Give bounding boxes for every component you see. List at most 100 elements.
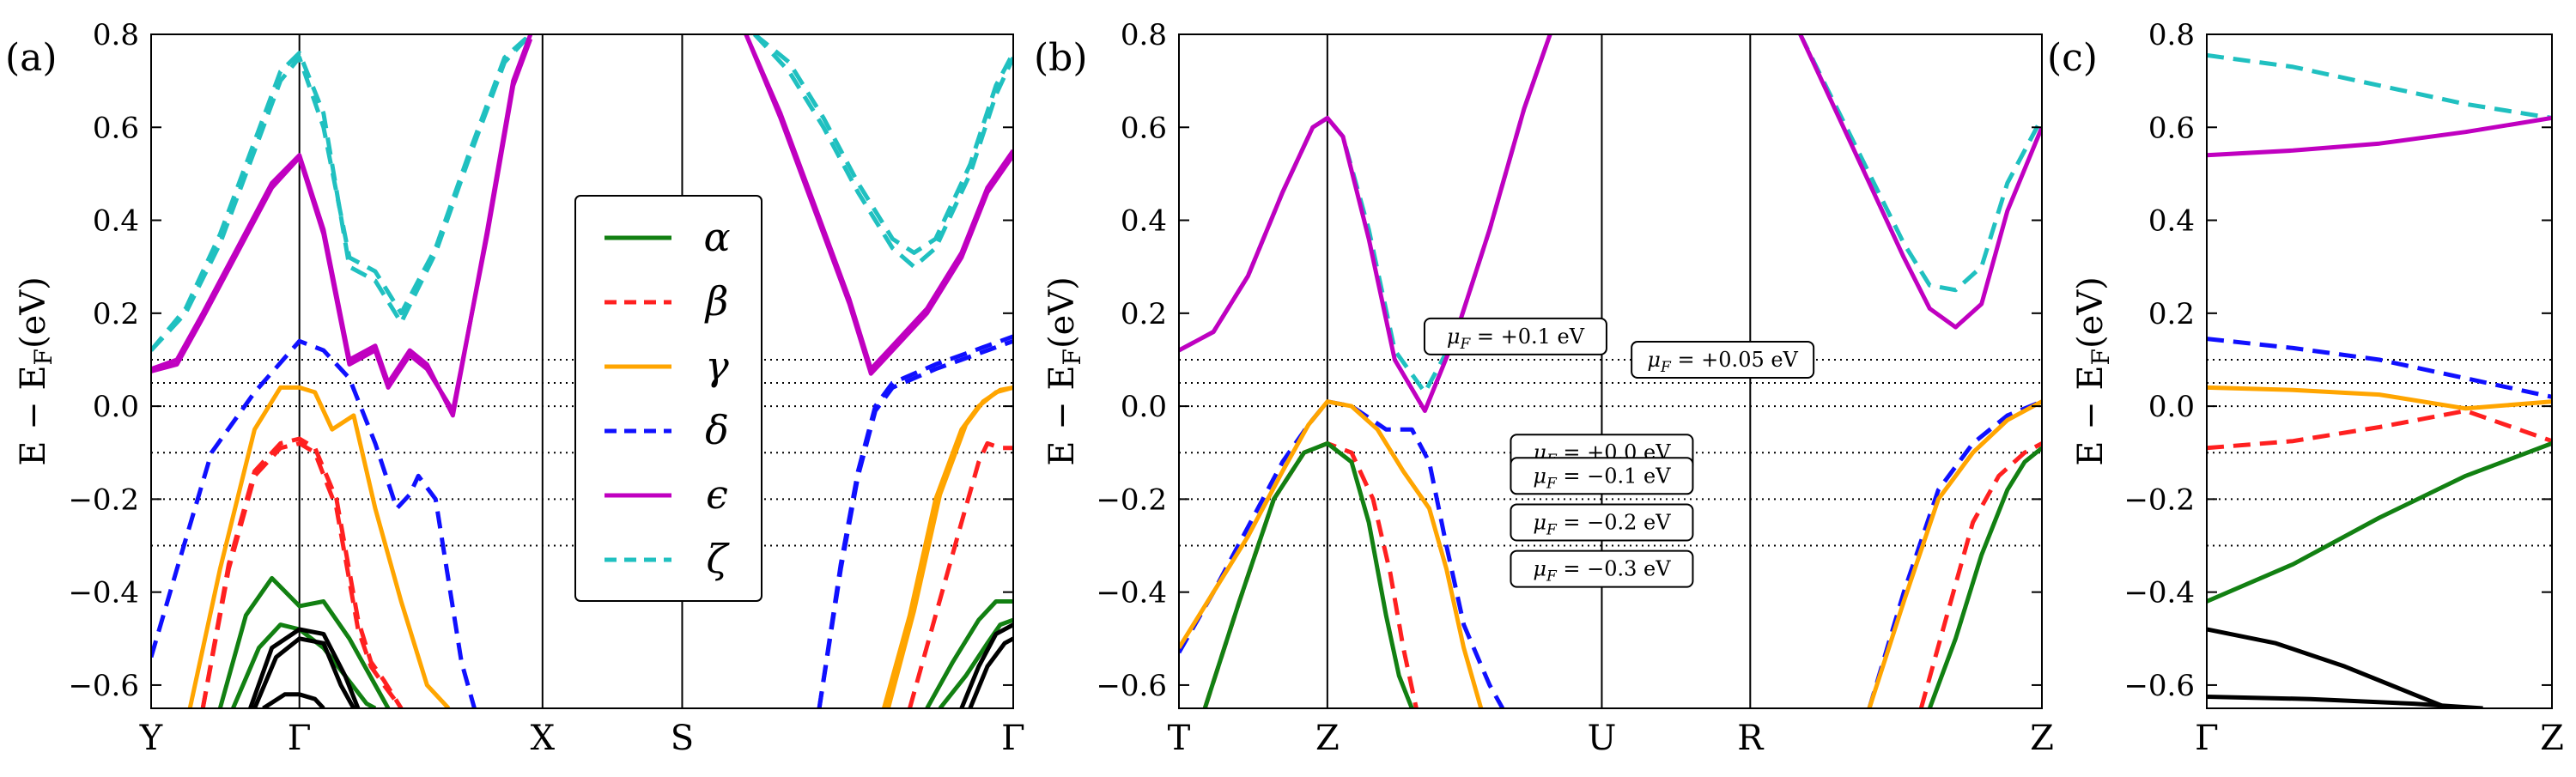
band-zeta [752, 34, 1013, 270]
y-tick-label: 0.0 [1121, 390, 1167, 424]
band-beta [1202, 440, 1419, 708]
mu-annotation-box [1510, 549, 1694, 588]
legend-label-alpha: α [703, 214, 730, 260]
legend-label-epsilon: ϵ [706, 471, 728, 518]
series-group [151, 34, 1013, 708]
band-other [252, 636, 356, 708]
y-tick-label: −0.2 [68, 483, 139, 517]
y-axis-label: E − EF(eV) [14, 276, 58, 466]
band-epsilon [744, 34, 1013, 372]
kpoint-label: Y [139, 719, 163, 758]
axes-frame [1178, 33, 2043, 709]
y-tick-label: 0.0 [2148, 390, 2195, 424]
y-axis-label: E − EF(eV) [1042, 276, 1086, 466]
band-beta [2207, 409, 2552, 451]
band-epsilon [2207, 115, 2552, 158]
mu-annotation-text: μF = −0.1 eV [1533, 464, 1671, 492]
mu-annotation: μF = −0.1 eV [1510, 457, 1694, 495]
y-tick-label: 0.6 [1121, 111, 1167, 145]
panel-a: −0.6 −0.4 −0.2 0.0 0.2 0.4 0.6 0.8 Y Γ X S Γ E − EF(e… [5, 18, 1025, 758]
band-alpha [231, 622, 377, 708]
y-tick-label: −0.6 [68, 669, 139, 703]
y-tick-label: −0.4 [2123, 576, 2195, 610]
band-alpha [925, 599, 1013, 708]
y-tick-label: 0.2 [2148, 297, 2195, 331]
kpoint-label: Γ [1001, 719, 1025, 758]
band-alpha [2207, 441, 2552, 604]
band-gamma [885, 385, 1013, 708]
series-group [2207, 52, 2552, 708]
y-tick-label: −0.2 [2123, 483, 2195, 517]
panel-b: −0.6 −0.4 −0.2 0.0 0.2 0.4 0.6 0.8 T Z U R Z E − EF(e… [1034, 18, 2054, 758]
mu-annotation: μF = −0.3 eV [1510, 549, 1694, 588]
kpoint-label: Γ [2195, 719, 2219, 758]
band-delta [2207, 337, 2552, 399]
band-gamma [1867, 399, 2042, 708]
band-other [262, 692, 325, 708]
band-zeta [1798, 34, 2042, 293]
panel-label: (b) [1034, 36, 1088, 80]
band-epsilon [151, 38, 533, 413]
mu-annotation-box [1631, 340, 1815, 379]
mu-annotation-box [1510, 503, 1694, 542]
band-other [2207, 627, 2450, 708]
y-tick-label: −0.6 [2123, 669, 2195, 703]
band-delta [817, 334, 1013, 708]
band-delta [1179, 399, 1505, 708]
kpoint-label: S [671, 719, 694, 758]
band-gamma [2207, 385, 2552, 411]
mu-annotation: μF = +0.1 eV [1423, 317, 1607, 355]
band-epsilon [1179, 34, 1552, 413]
band-gamma [187, 385, 451, 708]
mu-annotation-text: μF = +0.05 eV [1647, 348, 1798, 376]
band-other [248, 627, 361, 708]
y-tick-label: 0.8 [2148, 18, 2195, 52]
legend-box [574, 195, 762, 602]
band-other [959, 622, 1013, 708]
kpoint-label: Z [2030, 719, 2054, 758]
kpoint-label: U [1588, 719, 1617, 758]
band-other [968, 636, 1013, 708]
band-alpha [1927, 446, 2042, 708]
kpoint-label: Z [1315, 719, 1340, 758]
y-tick-label: 0.6 [93, 111, 139, 145]
kpoint-label: Γ [288, 719, 312, 758]
axes-frame [150, 33, 1014, 709]
legend-label-beta: β [704, 278, 729, 325]
band-beta [200, 436, 404, 708]
kpoint-label: X [531, 719, 556, 758]
y-tick-label: 0.4 [2148, 204, 2195, 239]
mu-annotation-box [1510, 457, 1694, 495]
band-zeta [151, 34, 532, 352]
band-alpha [938, 617, 1013, 708]
y-tick-label: 0.2 [1121, 297, 1167, 331]
legend-label-gamma: γ [705, 343, 729, 389]
panel-label: (c) [2047, 36, 2098, 80]
y-tick-label: −0.4 [1096, 576, 1167, 610]
band-alpha [1202, 440, 1414, 708]
band-beta [908, 440, 1013, 708]
band-beta [1918, 441, 2042, 708]
band-zeta [2207, 52, 2552, 120]
band-delta [1867, 399, 2042, 708]
y-tick-label: 0.4 [93, 204, 139, 239]
y-tick-label: 0.4 [1121, 204, 1167, 239]
mu-annotation-text: μF = +0.1 eV [1447, 325, 1585, 353]
y-axis-label: E − EF(eV) [2071, 276, 2115, 466]
y-tick-label: 0.0 [93, 390, 139, 424]
mu-annotation-box [1423, 317, 1607, 355]
band-epsilon [744, 34, 1013, 376]
mu-annotation-text: μF = −0.2 eV [1533, 510, 1671, 538]
band-delta [151, 338, 477, 708]
kpoint-label: Z [2540, 719, 2564, 758]
y-tick-label: −0.6 [1096, 669, 1167, 703]
band-alpha [217, 575, 391, 708]
series-group [1179, 34, 2042, 708]
y-tick-label: 0.8 [93, 18, 139, 52]
legend-label-delta: δ [705, 407, 729, 453]
band-other [2207, 695, 2483, 708]
kpoint-label: T [1168, 719, 1191, 758]
